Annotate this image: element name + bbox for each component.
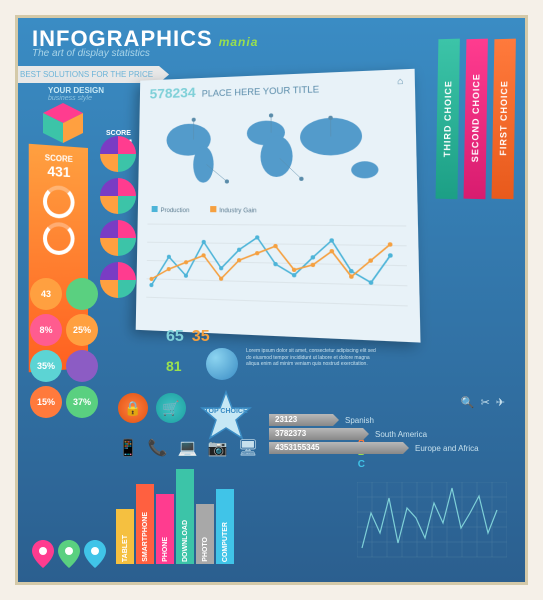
percent-circles: 438%25%35%15%37%	[30, 278, 120, 422]
star-badge: TOP CHOICE	[200, 390, 252, 442]
page-subtitle: The art of display statistics	[32, 48, 150, 59]
search-icon: 🔍	[461, 396, 475, 409]
scissors-icon: ✂	[481, 396, 490, 409]
cart-icon: 🛒	[156, 393, 186, 423]
world-map	[148, 103, 406, 200]
search-icons: 🔍 ✂ ✈	[461, 396, 505, 409]
plane-icon: ✈	[496, 396, 505, 409]
sparkline-chart	[357, 482, 507, 562]
lorem-text: Lorem ipsum dolor sit amet, consectetur …	[246, 348, 376, 368]
monitor-icon: 🖥	[238, 438, 258, 458]
stat-numbers: 6535	[166, 328, 210, 346]
globe-icon	[206, 348, 238, 380]
card-number: 578234	[150, 84, 196, 101]
badges: 🔒 🛒	[118, 393, 186, 423]
cube-icon	[38, 98, 88, 148]
stat-81: 81	[166, 358, 182, 374]
main-card: 578234PLACE HERE YOUR TITLE ⌂ Production…	[136, 69, 421, 343]
card-title: PLACE HERE YOUR TITLE	[202, 84, 320, 99]
language-bars: 23123Spanish3782373South America43531553…	[269, 414, 509, 456]
lock-icon: 🔒	[118, 393, 148, 423]
bottom-bar-chart: TABLETSMARTPHONEPHONEDOWNLOADPHOTOCOMPUT…	[116, 454, 234, 564]
map-markers	[32, 540, 106, 568]
line-chart	[146, 220, 408, 310]
chart-legend: ProductionIndustry Gain	[138, 204, 418, 217]
